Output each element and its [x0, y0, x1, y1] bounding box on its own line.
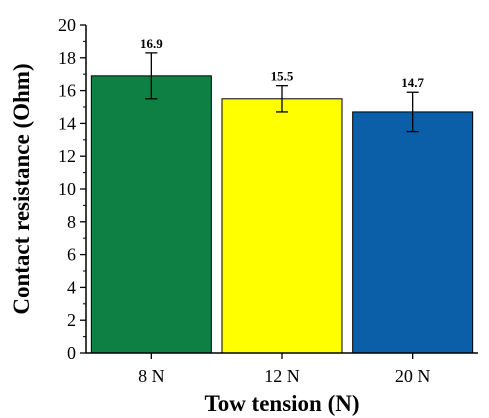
y-tick-label-14: 14: [58, 113, 76, 133]
y-tick-label-16: 16: [58, 81, 76, 101]
x-tick-label-3: 20 N: [395, 366, 431, 386]
bars-layer: [90, 75, 474, 354]
y-tick-label-0: 0: [67, 343, 76, 363]
x-tick-label-2: 12 N: [264, 366, 300, 386]
error-bar-1: [145, 52, 158, 100]
x-axis-title: Tow tension (N): [204, 391, 359, 416]
bar-3: [352, 111, 474, 354]
y-tick-label-12: 12: [58, 146, 76, 166]
error-bars-layer: [145, 52, 419, 133]
y-tick-label-2: 2: [67, 310, 76, 330]
data-labels-layer: 16.9 15.5 14.7: [140, 36, 425, 90]
y-tick-label-8: 8: [67, 212, 76, 232]
error-bar-3: [406, 91, 419, 133]
x-axis: 8 N 12 N 20 N: [86, 352, 478, 386]
y-tick-label-4: 4: [67, 277, 76, 297]
y-tick-label-20: 20: [58, 15, 76, 35]
data-label-1: 16.9: [140, 36, 163, 51]
data-label-3: 14.7: [401, 75, 424, 90]
y-axis: 0 2 4 6 8 10 12 14 16 18 20: [58, 15, 87, 363]
data-label-2: 15.5: [271, 69, 294, 84]
x-tick-label-1: 8 N: [138, 366, 165, 386]
y-tick-label-6: 6: [67, 245, 76, 265]
bar-1: [90, 75, 212, 354]
bar-2: [221, 98, 343, 354]
y-tick-label-18: 18: [58, 48, 76, 68]
y-axis-title: Contact resistance (Ohm): [9, 63, 34, 314]
error-bar-2: [276, 85, 288, 113]
y-tick-label-10: 10: [58, 179, 76, 199]
